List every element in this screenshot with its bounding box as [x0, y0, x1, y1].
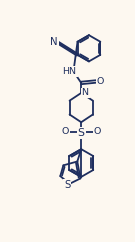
Text: O: O [94, 127, 101, 136]
Text: O: O [97, 77, 104, 86]
Text: N: N [82, 88, 89, 98]
Text: S: S [78, 128, 85, 138]
Text: HN: HN [63, 67, 77, 76]
Text: N: N [50, 37, 58, 47]
Text: O: O [61, 127, 69, 136]
Text: S: S [64, 180, 70, 189]
